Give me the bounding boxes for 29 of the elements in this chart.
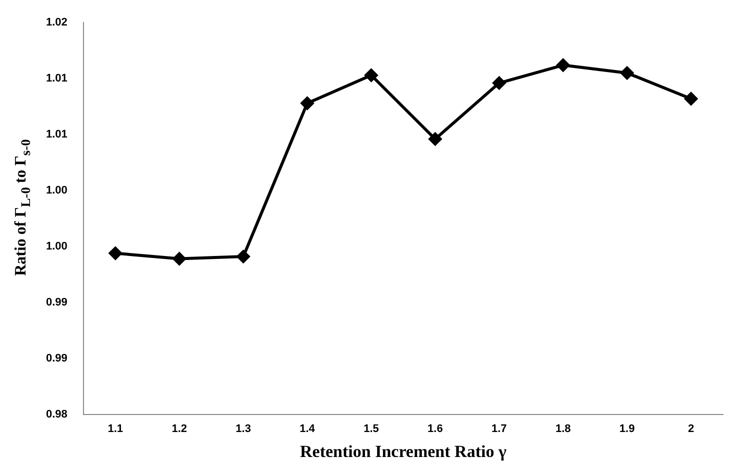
- x-tick-label: 1.5: [364, 423, 379, 436]
- y-tick-label: 0.99: [46, 352, 68, 364]
- x-tick-label: 2: [688, 423, 694, 436]
- x-tick-label: 1.4: [300, 423, 316, 436]
- point: [684, 92, 698, 106]
- point: [172, 252, 186, 266]
- y-tick-label: 1.00: [46, 240, 68, 253]
- y-tick-label: 0.98: [46, 408, 68, 420]
- x-axis-title: Retention Increment Ratio γ: [300, 442, 506, 462]
- point: [300, 96, 314, 110]
- x-tick-label: 1.3: [236, 423, 251, 436]
- y-tick-label: 1.01: [46, 128, 68, 141]
- x-tick-label: 1.9: [619, 423, 635, 436]
- y-tick-label: 0.99: [46, 296, 68, 308]
- y-tick-label: 1.02: [46, 16, 68, 29]
- x-tick-label: 1.1: [108, 423, 124, 436]
- point: [236, 250, 250, 264]
- point: [556, 58, 570, 72]
- x-tick-label: 1.8: [555, 423, 571, 436]
- point: [428, 132, 442, 146]
- x-tick-label: 1.7: [491, 423, 507, 436]
- point: [620, 66, 634, 80]
- x-tick-label: 1.2: [172, 423, 187, 436]
- y-tick-label: 1.00: [46, 184, 68, 197]
- x-tick-label: 1.6: [428, 423, 443, 436]
- point: [364, 68, 378, 82]
- y-tick-label: 1.01: [46, 72, 68, 85]
- point: [108, 246, 122, 260]
- point: [492, 76, 506, 90]
